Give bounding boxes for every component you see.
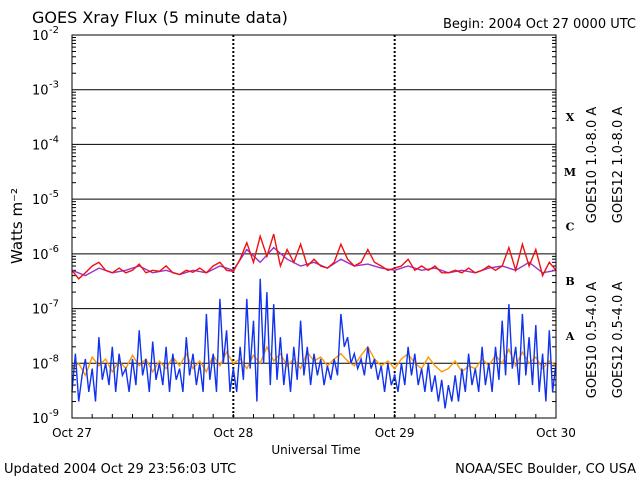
- x-tick-labels: Oct 27 Oct 28 Oct 29 Oct 30: [52, 426, 576, 440]
- legend-entry: GOES10 1.0-8.0 A: [585, 107, 600, 224]
- y-tick-exponent: -9: [49, 408, 59, 419]
- updated-label: Updated 2004 Oct 29 23:56:03 UTC: [4, 462, 236, 477]
- y-axis-label: Watts m⁻²: [8, 188, 26, 264]
- legend: GOES10 1.0-8.0 A GOES12 1.0-8.0 A GOES10 0…: [585, 107, 626, 399]
- y-tick-label: 10 -6: [32, 244, 59, 263]
- x-tick-label: Oct 30: [536, 426, 576, 440]
- flare-class-label: M: [564, 166, 576, 179]
- y-tick-exponent: -3: [49, 80, 59, 91]
- y-tick-label: 10 -9: [32, 408, 59, 427]
- flare-class-label: A: [565, 330, 575, 343]
- y-tick-exponent: -7: [49, 299, 59, 310]
- chart-title: GOES Xray Flux (5 minute data): [32, 8, 288, 27]
- x-tick-label: Oct 28: [213, 426, 253, 440]
- y-tick-base: 10: [32, 84, 49, 99]
- y-tick-base: 10: [32, 357, 49, 372]
- flare-class-label: B: [565, 275, 574, 288]
- y-tick-base: 10: [32, 248, 49, 263]
- y-tick-labels: 10-210-310-410-510-610-710-810-9: [32, 25, 59, 427]
- x-tick-label: Oct 29: [375, 426, 415, 440]
- x-axis-label: Universal Time: [271, 443, 360, 457]
- y-tick-exponent: -4: [49, 134, 59, 145]
- y-tick-label: 10 -5: [32, 189, 59, 208]
- y-tick-base: 10: [32, 138, 49, 153]
- legend-entry: GOES10 0.5-4.0 A: [585, 282, 600, 399]
- y-tick-base: 10: [32, 412, 49, 427]
- y-tick-exponent: -8: [49, 353, 59, 364]
- credit-label: NOAA/SEC Boulder, CO USA: [455, 462, 636, 477]
- y-tick-base: 10: [32, 303, 49, 318]
- flare-class-label: C: [566, 221, 575, 234]
- plot-frame: [71, 34, 557, 419]
- flare-class-label: X: [566, 111, 575, 124]
- flare-class-labels: X M C B A: [564, 111, 576, 343]
- y-tick-label: 10 -8: [32, 353, 59, 372]
- legend-entry: GOES12 0.5-4.0 A: [611, 282, 626, 399]
- x-tick-label: Oct 27: [52, 426, 92, 440]
- y-tick-label: 10 -4: [32, 134, 59, 153]
- y-tick-label: 10 -3: [32, 80, 59, 99]
- legend-entry: GOES12 1.0-8.0 A: [611, 107, 626, 224]
- y-tick-base: 10: [32, 29, 49, 44]
- y-tick-exponent: -6: [49, 244, 59, 255]
- series-line: [71, 278, 557, 409]
- y-tick-label: 10 -7: [32, 299, 59, 318]
- series-line: [71, 233, 557, 280]
- series-layer: [71, 233, 557, 409]
- y-tick-label: 10 -2: [32, 25, 59, 44]
- begin-label: Begin: 2004 Oct 27 0000 UTC: [443, 17, 636, 32]
- y-tick-exponent: -5: [49, 189, 59, 200]
- y-tick-base: 10: [32, 193, 49, 208]
- y-tick-exponent: -2: [49, 25, 59, 36]
